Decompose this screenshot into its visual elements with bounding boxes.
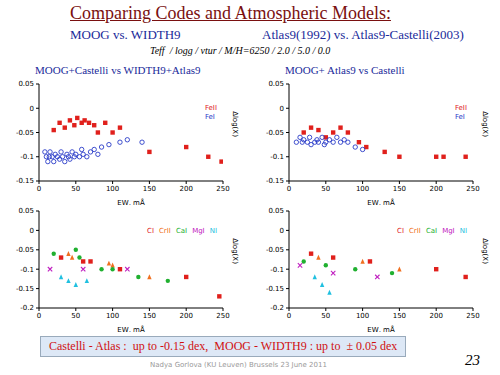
html-text:MOOG+Castelli vs WIDTH9+Atlas9: MOOG+Castelli vs WIDTH9+Atlas9 xyxy=(35,64,201,76)
svg-text:0: 0 xyxy=(280,227,284,235)
svg-text:250: 250 xyxy=(216,312,229,320)
svg-text:0: 0 xyxy=(30,227,34,235)
svg-text:50: 50 xyxy=(71,312,80,320)
html-text:NI: NI xyxy=(209,227,217,235)
svg-text:-0.1: -0.1 xyxy=(20,153,34,161)
svg-text:50: 50 xyxy=(321,312,330,320)
svg-text:200: 200 xyxy=(430,312,443,320)
svg-text:0: 0 xyxy=(37,185,41,193)
html-text:CI: CI xyxy=(147,227,154,235)
html-text:23: 23 xyxy=(465,352,480,368)
html-text:FeII: FeII xyxy=(204,104,217,112)
html-text:Atlas9(1992) vs. Atlas9-Castel: Atlas9(1992) vs. Atlas9-Castelli(2003) xyxy=(262,27,464,42)
svg-text:-0.05: -0.05 xyxy=(16,246,34,254)
svg-text:-0.15: -0.15 xyxy=(16,177,34,185)
svg-text:0.05: 0.05 xyxy=(268,207,284,215)
svg-text:EW, mÅ: EW, mÅ xyxy=(117,198,145,205)
svg-text:100: 100 xyxy=(356,185,369,193)
svg-text:-0.05: -0.05 xyxy=(266,246,284,254)
html-text:Castelli - Atlas : up to -0.15: Castelli - Atlas : up to -0.15 dex, MOOG… xyxy=(49,339,398,353)
svg-text:-0.2: -0.2 xyxy=(20,304,34,312)
html-text:MgI: MgI xyxy=(442,227,455,235)
svg-text:200: 200 xyxy=(180,185,193,193)
svg-text:EW, mÅ: EW, mÅ xyxy=(367,325,395,332)
svg-text:EW, mÅ: EW, mÅ xyxy=(367,198,395,205)
svg-text:-0.1: -0.1 xyxy=(270,266,284,274)
html-text:NI: NI xyxy=(459,227,467,235)
svg-text:-0.15: -0.15 xyxy=(266,177,284,185)
html-text:Δlog(X): Δlog(X) xyxy=(481,111,489,137)
svg-text:-0.05: -0.05 xyxy=(266,129,284,137)
svg-text:0.05: 0.05 xyxy=(268,80,284,88)
svg-text:150: 150 xyxy=(143,312,156,320)
html-text:CI: CI xyxy=(397,227,404,235)
svg-text:150: 150 xyxy=(393,312,406,320)
svg-text:EW, mÅ: EW, mÅ xyxy=(117,325,145,332)
svg-text:250: 250 xyxy=(216,185,229,193)
html-text:MgI: MgI xyxy=(192,227,205,235)
svg-text:0: 0 xyxy=(287,185,291,193)
html-text:FeI: FeI xyxy=(454,113,465,121)
html-text:Nadya Gorlova (KU Leuven) Brus: Nadya Gorlova (KU Leuven) Brussels 23 Ju… xyxy=(150,361,327,369)
svg-text:200: 200 xyxy=(430,185,443,193)
svg-text:-0.1: -0.1 xyxy=(20,266,34,274)
svg-text:100: 100 xyxy=(106,312,119,320)
html-text:MOOG vs. WIDTH9: MOOG vs. WIDTH9 xyxy=(70,27,181,42)
html-text:FeI: FeI xyxy=(204,113,215,121)
svg-text:250: 250 xyxy=(466,312,479,320)
html-text:Δlog(X): Δlog(X) xyxy=(231,111,239,137)
svg-text:0.05: 0.05 xyxy=(18,207,34,215)
svg-text:0: 0 xyxy=(37,312,41,320)
svg-text:0: 0 xyxy=(287,312,291,320)
html-text:Comparing Codes and Atmospheri: Comparing Codes and Atmospheric Models: xyxy=(70,3,391,23)
html-text:FeII: FeII xyxy=(454,104,467,112)
svg-text:-0.05: -0.05 xyxy=(16,129,34,137)
svg-text:100: 100 xyxy=(356,312,369,320)
html-text:CaI: CaI xyxy=(175,227,188,235)
html-text:CrII: CrII xyxy=(159,227,171,235)
svg-text:150: 150 xyxy=(143,185,156,193)
svg-text:250: 250 xyxy=(466,185,479,193)
svg-text:50: 50 xyxy=(71,185,80,193)
svg-text:-0.15: -0.15 xyxy=(16,285,34,293)
html-text:MOOG+ Atlas9 vs Castelli: MOOG+ Atlas9 vs Castelli xyxy=(285,64,405,76)
svg-text:-0.2: -0.2 xyxy=(270,304,284,312)
html-text:CaI: CaI xyxy=(425,227,438,235)
html-text:CrII: CrII xyxy=(409,227,421,235)
svg-text:0: 0 xyxy=(280,105,284,113)
svg-text:0.05: 0.05 xyxy=(18,80,34,88)
svg-text:100: 100 xyxy=(106,185,119,193)
svg-text:-0.15: -0.15 xyxy=(266,285,284,293)
svg-text:0: 0 xyxy=(30,105,34,113)
html-text:Teff / logg / vtur / M/H=6250: Teff / logg / vtur / M/H=6250 / 2.0 / 5.… xyxy=(150,45,331,56)
svg-text:150: 150 xyxy=(393,185,406,193)
svg-text:-0.1: -0.1 xyxy=(270,153,284,161)
svg-text:50: 50 xyxy=(321,185,330,193)
html-text:Δlog(X): Δlog(X) xyxy=(231,238,239,264)
svg-text:200: 200 xyxy=(180,312,193,320)
html-text:Δlog(X): Δlog(X) xyxy=(481,238,489,264)
